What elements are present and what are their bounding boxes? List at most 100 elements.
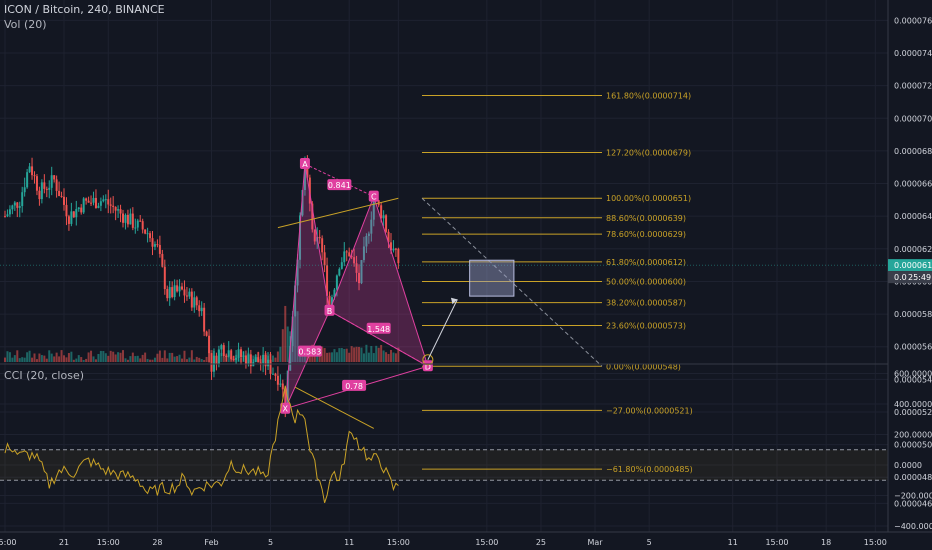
volume-bar [338, 348, 341, 362]
volume-bar [183, 350, 186, 362]
candle-body [217, 349, 220, 365]
cci-band [0, 449, 888, 481]
time-tick-label: 21 [59, 538, 69, 547]
volume-bar [45, 358, 48, 362]
candle-body [235, 357, 238, 360]
candle-body [222, 345, 225, 356]
cci-label[interactable]: CCI (20, close) [4, 369, 85, 382]
volume-bar [50, 353, 53, 362]
volume-bar [8, 352, 11, 362]
fib-level-label: 23.60%(0.0000573) [606, 321, 686, 330]
volume-bar [124, 358, 127, 362]
candle-body [353, 257, 356, 264]
candle-body [281, 383, 284, 390]
pattern-ratio-tag [327, 179, 352, 191]
pattern-ratio-label: 0.78 [345, 382, 363, 391]
volume-bar [129, 356, 132, 362]
candle-body [220, 345, 223, 350]
volume-bar [276, 351, 279, 362]
candle-body [65, 204, 68, 217]
volume-bar [87, 352, 90, 362]
volume-bar [385, 352, 388, 362]
volume-bar [70, 351, 73, 362]
volume-bar [195, 356, 198, 362]
volume-bar [178, 354, 181, 362]
candle-body [350, 256, 353, 258]
candle-body [343, 251, 346, 263]
volume-bar [114, 354, 117, 362]
time-tick-label: 25 [536, 538, 546, 547]
volume-bar [38, 353, 41, 362]
fib-retracement[interactable]: 161.80%(0.0000714) 127.20%(0.0000679) 100.… [421, 91, 693, 474]
candle-body [345, 251, 348, 253]
volume-label[interactable]: Vol (20) [4, 18, 47, 31]
candle-body [102, 199, 105, 202]
candle-body [382, 215, 385, 219]
candle-body [11, 205, 14, 210]
volume-bar [26, 352, 29, 362]
candle-body [70, 211, 73, 224]
volume-bar [72, 359, 75, 362]
drawings[interactable] [0, 197, 888, 366]
candle-body [13, 202, 16, 206]
candle-body [188, 291, 191, 297]
candle-body [313, 229, 316, 242]
candle-body [264, 354, 267, 367]
candle-body [94, 197, 97, 208]
volume-bar [109, 350, 112, 362]
volume-bar [198, 357, 201, 362]
countdown-text: 25:49 [908, 273, 931, 282]
volume-bar [286, 326, 289, 362]
fib-level-label: 0.00%(0.0000548) [606, 362, 681, 371]
pattern-point-tag [422, 360, 433, 372]
candle-body [389, 242, 392, 251]
volume-bar [65, 357, 68, 362]
candle-body [195, 297, 198, 306]
pattern-ratio-tag [366, 322, 391, 334]
pattern-point-tag [368, 190, 379, 202]
candle-body [38, 190, 41, 200]
cci-tick-label: 200.0000 [894, 431, 932, 440]
candle-body [156, 244, 159, 246]
harmonic-pattern[interactable]: X A B C D 0.841 0.583 1.548 0.78 [280, 157, 433, 414]
candle-body [321, 238, 324, 253]
symbol-title[interactable]: ICON / Bitcoin, 240, BINANCE [4, 3, 165, 16]
candle-body [284, 389, 287, 410]
candle-body [75, 209, 78, 218]
candle-body [178, 286, 181, 292]
candle-body [237, 349, 240, 358]
volume-bar [156, 353, 159, 362]
pattern-point-label: D [425, 362, 431, 371]
candle-body [58, 190, 61, 197]
candle-body [158, 245, 161, 254]
candle-body [8, 209, 11, 215]
candle-body [372, 200, 375, 220]
candle-body [254, 357, 257, 362]
candle-body [227, 350, 230, 357]
cci-tick-label: 0.0000 [894, 461, 922, 470]
candle-body [360, 260, 363, 284]
volume-bar [13, 355, 16, 362]
volume-bar [370, 345, 373, 362]
volume-bar [35, 359, 38, 362]
candle-body [323, 252, 326, 266]
volume-bar [394, 353, 397, 362]
candle-body [87, 200, 90, 203]
time-tick-label: 15:00 [864, 538, 887, 547]
d-point-marker [422, 354, 434, 366]
candle-body [161, 253, 164, 267]
pattern-ratio-label: 0.583 [298, 348, 321, 357]
time-tick-label: 15:00 [97, 538, 120, 547]
time-tick-label: 11 [344, 538, 354, 547]
candle-body [144, 229, 147, 234]
volume-bar [112, 351, 115, 362]
volume-bar [365, 344, 368, 362]
fib-level-label: 100.00%(0.0000651) [606, 194, 691, 203]
candle-body [355, 263, 358, 273]
candle-body [45, 188, 48, 190]
